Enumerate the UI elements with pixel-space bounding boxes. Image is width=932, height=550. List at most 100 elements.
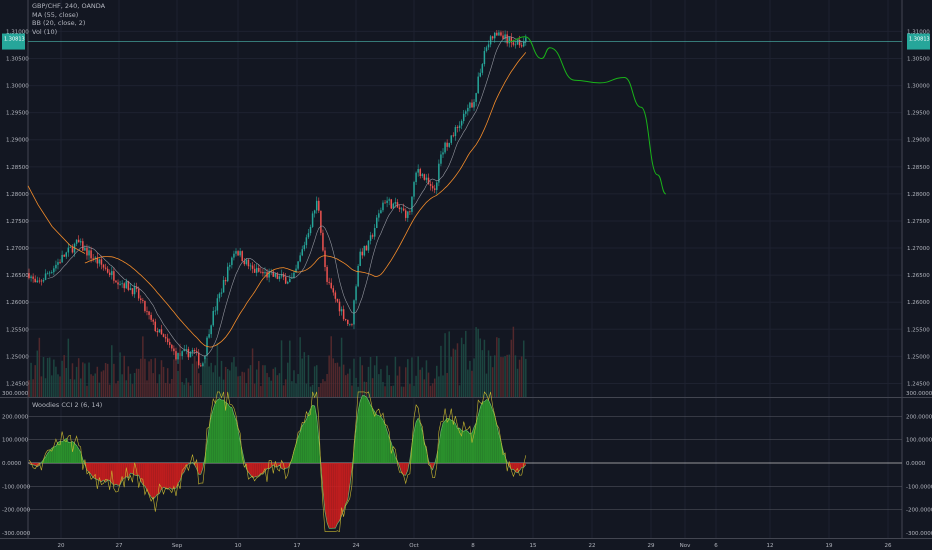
candle-79	[191, 350, 194, 353]
cci-fill-seg-152	[341, 463, 344, 516]
volume-bar-117	[270, 380, 272, 397]
cci-fill-seg-169	[376, 414, 379, 463]
cci-fill-seg-149	[335, 463, 338, 529]
candle-17	[63, 254, 65, 257]
cci-fill-seg-210	[461, 430, 464, 463]
cci-fill-seg-98	[229, 406, 232, 463]
cci-fill-seg-61	[153, 463, 156, 500]
volume-bar-56	[144, 358, 146, 397]
price-tick-left-5: 1.28500	[6, 165, 29, 171]
volume-bar-240	[525, 358, 527, 397]
volume-bar-87	[208, 366, 210, 397]
cci-fill-seg-89	[211, 409, 214, 463]
candle-56	[144, 300, 146, 312]
volume-bar-39	[108, 384, 111, 397]
cci-fill-seg-190	[420, 423, 423, 463]
candle-78	[189, 352, 192, 358]
candle-150	[338, 301, 341, 312]
volume-bar-107	[249, 365, 252, 397]
cci-fill-seg-15	[57, 441, 61, 463]
candle-190	[421, 174, 424, 177]
volume-bar-186	[413, 385, 415, 397]
cci-fill-seg-29	[86, 463, 90, 472]
candle-209	[460, 121, 463, 126]
candle-236	[516, 40, 519, 45]
candle-197	[436, 182, 438, 190]
cci-fill-seg-146	[329, 463, 332, 529]
price-tick-right-9: 1.26500	[907, 273, 930, 279]
candle-16	[61, 254, 63, 263]
candle-44	[119, 284, 121, 285]
cci-fill-seg-175	[389, 437, 392, 463]
volume-bar-119	[274, 367, 277, 397]
volume-bar-160	[359, 356, 361, 397]
candle-213	[469, 102, 471, 108]
volume-bar-92	[218, 376, 221, 397]
candle-233	[510, 37, 513, 43]
candle-238	[520, 45, 523, 47]
cci-fill-seg-140	[316, 417, 319, 463]
cci-fill-seg-71	[173, 463, 176, 489]
cci-fill-seg-60	[151, 463, 154, 500]
price-tick-right-0: 1.31000	[907, 29, 930, 35]
price-tick-right-4: 1.29000	[907, 138, 930, 144]
volume-bar-189	[419, 369, 421, 397]
candle-179	[398, 207, 401, 210]
candle-32	[94, 257, 96, 259]
cci-fill-seg-13	[53, 446, 56, 463]
candle-146	[330, 282, 332, 289]
cci-fill-seg-174	[387, 431, 390, 463]
cci-fill-seg-42	[113, 463, 116, 486]
candle-94	[222, 280, 225, 293]
cci-fill-seg-11	[49, 448, 52, 463]
cci-fill-seg-74	[180, 463, 183, 481]
cci-fill-seg-93	[219, 398, 222, 463]
date-tick-14: 19	[826, 543, 833, 549]
volume-bar-217	[477, 328, 479, 397]
cci-fill-seg-134	[304, 419, 307, 463]
cci-fill-seg-145	[327, 463, 330, 529]
date-tick-12: 6	[714, 543, 718, 549]
cci-fill-seg-133	[302, 422, 305, 463]
candle-15	[59, 262, 61, 263]
candle-61	[154, 321, 157, 332]
candle-211	[465, 111, 467, 114]
volume-bar-137	[311, 384, 314, 397]
candle-41	[113, 271, 115, 281]
volume-bar-143	[324, 381, 326, 397]
candle-106	[247, 259, 250, 267]
date-tick-3: 10	[235, 543, 242, 549]
price-tick-left-11: 1.25500	[6, 327, 29, 333]
cci-fill-seg-14	[55, 442, 58, 463]
volume-bar-213	[469, 360, 471, 397]
volume-bar-52	[135, 368, 138, 397]
volume-bar-128	[293, 370, 295, 397]
volume-bar-47	[125, 380, 128, 397]
volume-bar-134	[305, 383, 308, 397]
candle-120	[276, 273, 279, 279]
candle-182	[404, 210, 407, 218]
volume-bar-148	[334, 363, 337, 397]
cci-fill-seg-22	[72, 441, 75, 463]
candle-136	[309, 226, 312, 234]
cci-fill-seg-160	[358, 400, 361, 463]
candle-221	[485, 47, 488, 51]
cci-fill-seg-207	[455, 423, 458, 463]
price-tick-left-0: 1.31000	[6, 29, 29, 35]
volume-bar-11	[51, 375, 53, 397]
candle-88	[210, 325, 212, 335]
volume-bar-165	[369, 356, 372, 397]
candle-184	[409, 211, 411, 213]
volume-bar-139	[315, 365, 318, 397]
candle-168	[376, 217, 378, 229]
candle-228	[500, 32, 502, 36]
candle-164	[367, 240, 370, 251]
price-tick-left-12: 1.25000	[6, 354, 29, 360]
cci-fill-seg-220	[482, 401, 485, 463]
volume-bar-26	[82, 362, 84, 397]
cci-fill-seg-150	[337, 463, 340, 524]
price-badge-right-bg	[907, 33, 930, 50]
volume-bar-142	[322, 379, 324, 397]
volume-bar-112	[260, 386, 262, 397]
